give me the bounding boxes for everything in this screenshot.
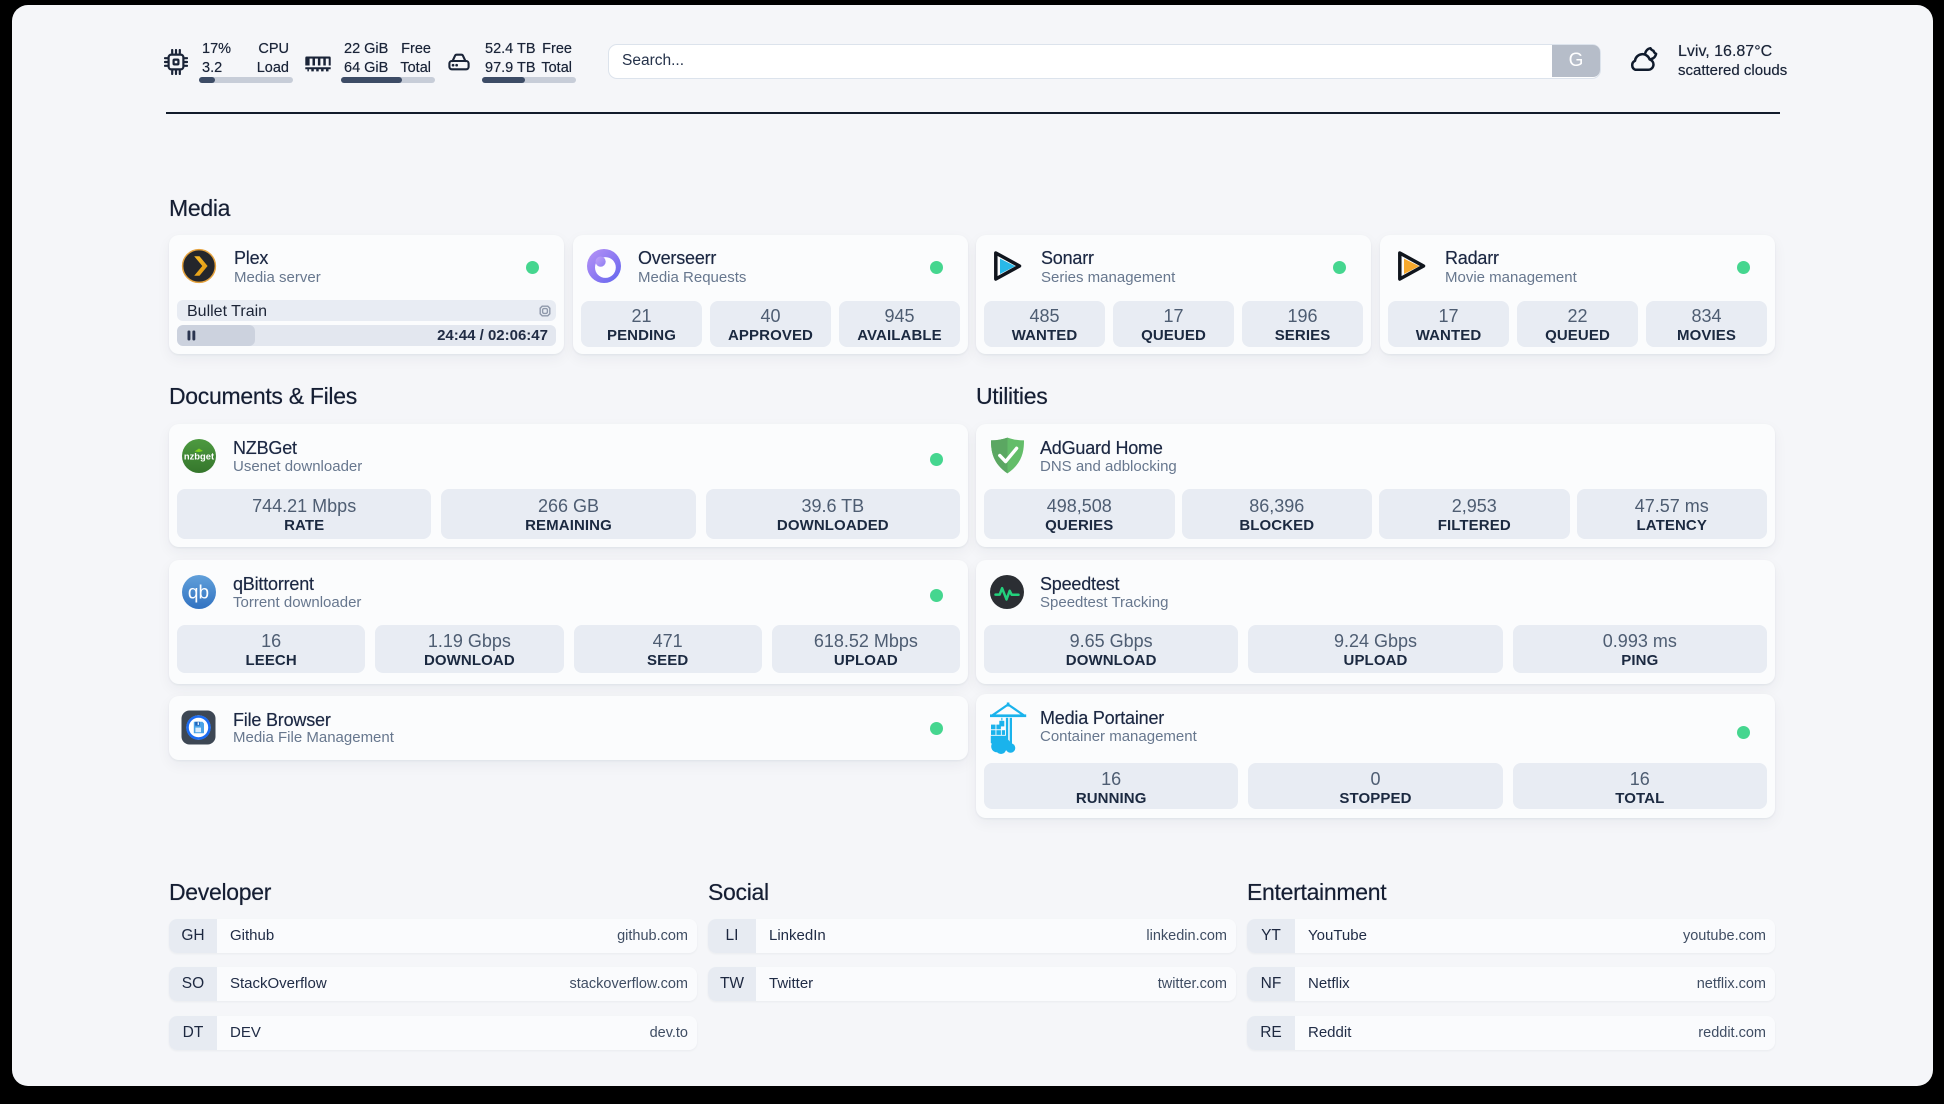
svg-text:nzbget: nzbget (184, 451, 214, 462)
svg-text:qb: qb (188, 583, 209, 604)
